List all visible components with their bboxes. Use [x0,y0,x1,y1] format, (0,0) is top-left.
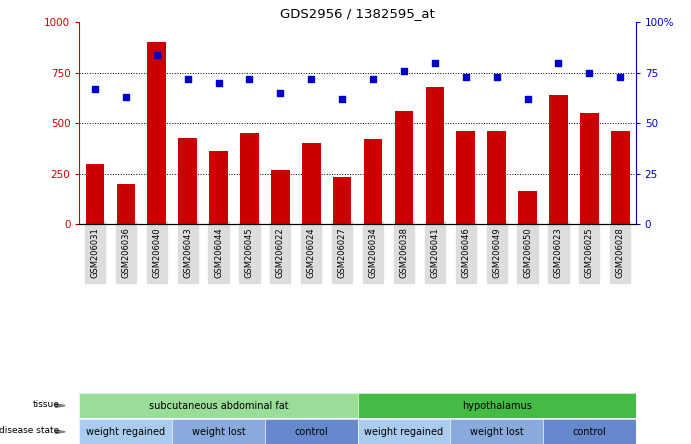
Point [522,95,533,103]
Point [305,75,316,82]
Point [429,59,440,66]
Point [89,85,100,92]
Bar [363,139,382,224]
Bar [86,164,104,224]
Text: weight lost: weight lost [191,427,245,437]
Point [491,73,502,80]
Point [368,75,379,82]
Point [553,59,564,66]
Bar [426,87,444,224]
Point [244,75,255,82]
Point [584,69,595,76]
Bar [518,191,537,224]
Text: weight regained: weight regained [364,427,444,437]
Point [275,89,286,96]
Bar [333,177,352,224]
Point [337,95,348,103]
Text: disease state: disease state [0,426,59,435]
Text: weight lost: weight lost [470,427,524,437]
Point [460,73,471,80]
Bar [302,143,321,224]
Bar [117,184,135,224]
Text: tissue: tissue [32,400,59,409]
Text: hypothalamus: hypothalamus [462,400,531,411]
Polygon shape [55,404,65,408]
Text: control: control [294,427,328,437]
Point [182,75,193,82]
Bar [178,139,197,224]
Bar [395,111,413,224]
Polygon shape [55,430,65,434]
Bar [611,131,630,224]
Bar [457,131,475,224]
Bar [271,170,290,224]
Point [615,73,626,80]
Text: weight regained: weight regained [86,427,165,437]
Text: subcutaneous abdominal fat: subcutaneous abdominal fat [149,400,288,411]
Point [213,79,224,87]
Point [120,93,131,100]
Title: GDS2956 / 1382595_at: GDS2956 / 1382595_at [281,7,435,20]
Bar [549,95,568,224]
Text: control: control [572,427,606,437]
Point [399,67,410,74]
Bar [147,43,166,224]
Bar [240,133,258,224]
Bar [580,113,598,224]
Bar [487,131,506,224]
Bar [209,151,228,224]
Point [151,51,162,58]
